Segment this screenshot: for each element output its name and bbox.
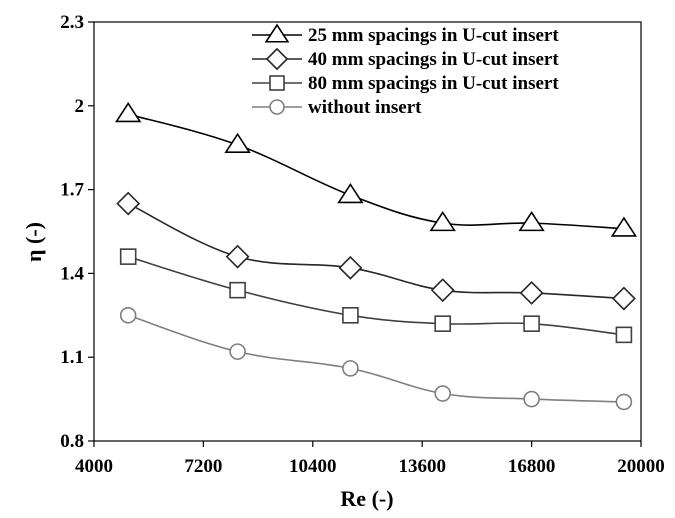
legend-entry-label: 80 mm spacings in U-cut insert — [308, 73, 559, 94]
x-tick-label: 16800 — [508, 456, 556, 477]
square-marker — [229, 281, 246, 299]
y-axis-title: η (-) — [21, 222, 46, 262]
legend-entry-label: 25 mm spacings in U-cut insert — [308, 25, 559, 46]
triangle-marker — [518, 210, 545, 232]
circle-marker — [434, 385, 452, 402]
triangle-marker — [115, 102, 142, 123]
x-tick-label: 20000 — [617, 456, 665, 477]
y-tick-label: 1.7 — [60, 180, 84, 201]
circle-marker — [523, 390, 540, 408]
square-marker — [342, 306, 359, 324]
diamond-marker — [611, 286, 636, 311]
y-tick-label: 1.1 — [60, 347, 84, 368]
square-marker — [269, 75, 285, 91]
circle-marker — [119, 306, 137, 324]
axes: 4000 7200 10400 13600 16800 20000 0.8 1.1 1.4 1.7… — [60, 12, 665, 477]
diamond-marker — [430, 278, 455, 303]
triangle-marker — [429, 210, 456, 232]
square-marker — [615, 326, 633, 344]
x-axis-title: Re (-) — [340, 486, 393, 511]
x-tick-label: 13600 — [398, 456, 446, 477]
x-tick-label: 10400 — [289, 456, 337, 477]
triangle-marker — [224, 132, 251, 153]
legend-entry-label: without insert — [308, 97, 422, 118]
diamond-marker — [225, 244, 250, 269]
diamond-marker — [265, 47, 289, 71]
y-tick-label: 2 — [75, 96, 85, 117]
diamond-marker — [338, 255, 363, 280]
series-line-4 — [127, 314, 624, 403]
legend-entry-label: 40 mm spacings in U-cut insert — [308, 49, 559, 70]
triangle-marker — [264, 23, 290, 43]
square-marker — [434, 315, 452, 332]
x-tick-label: 7200 — [184, 456, 222, 477]
series-line-3 — [127, 255, 625, 336]
triangle-marker — [610, 216, 638, 237]
plot-frame — [93, 21, 642, 442]
diamond-marker — [519, 281, 544, 305]
y-tick-label: 0.8 — [60, 431, 84, 452]
circle-marker — [269, 99, 285, 115]
series-line-1 — [127, 113, 624, 230]
circle-marker — [229, 343, 246, 360]
square-marker — [119, 248, 137, 265]
circle-marker — [615, 393, 633, 411]
series-line-2 — [127, 202, 624, 300]
triangle-marker — [337, 183, 364, 204]
square-marker — [523, 315, 540, 332]
y-tick-label: 2.3 — [60, 12, 84, 33]
series-markers — [115, 102, 638, 411]
diamond-marker — [116, 191, 141, 216]
legend: 25 mm spacings in U-cut insert 40 mm spac… — [252, 23, 559, 118]
y-tick-label: 1.4 — [60, 263, 84, 284]
circle-marker — [342, 360, 359, 377]
x-tick-label: 4000 — [75, 456, 113, 477]
series-lines — [127, 113, 625, 403]
